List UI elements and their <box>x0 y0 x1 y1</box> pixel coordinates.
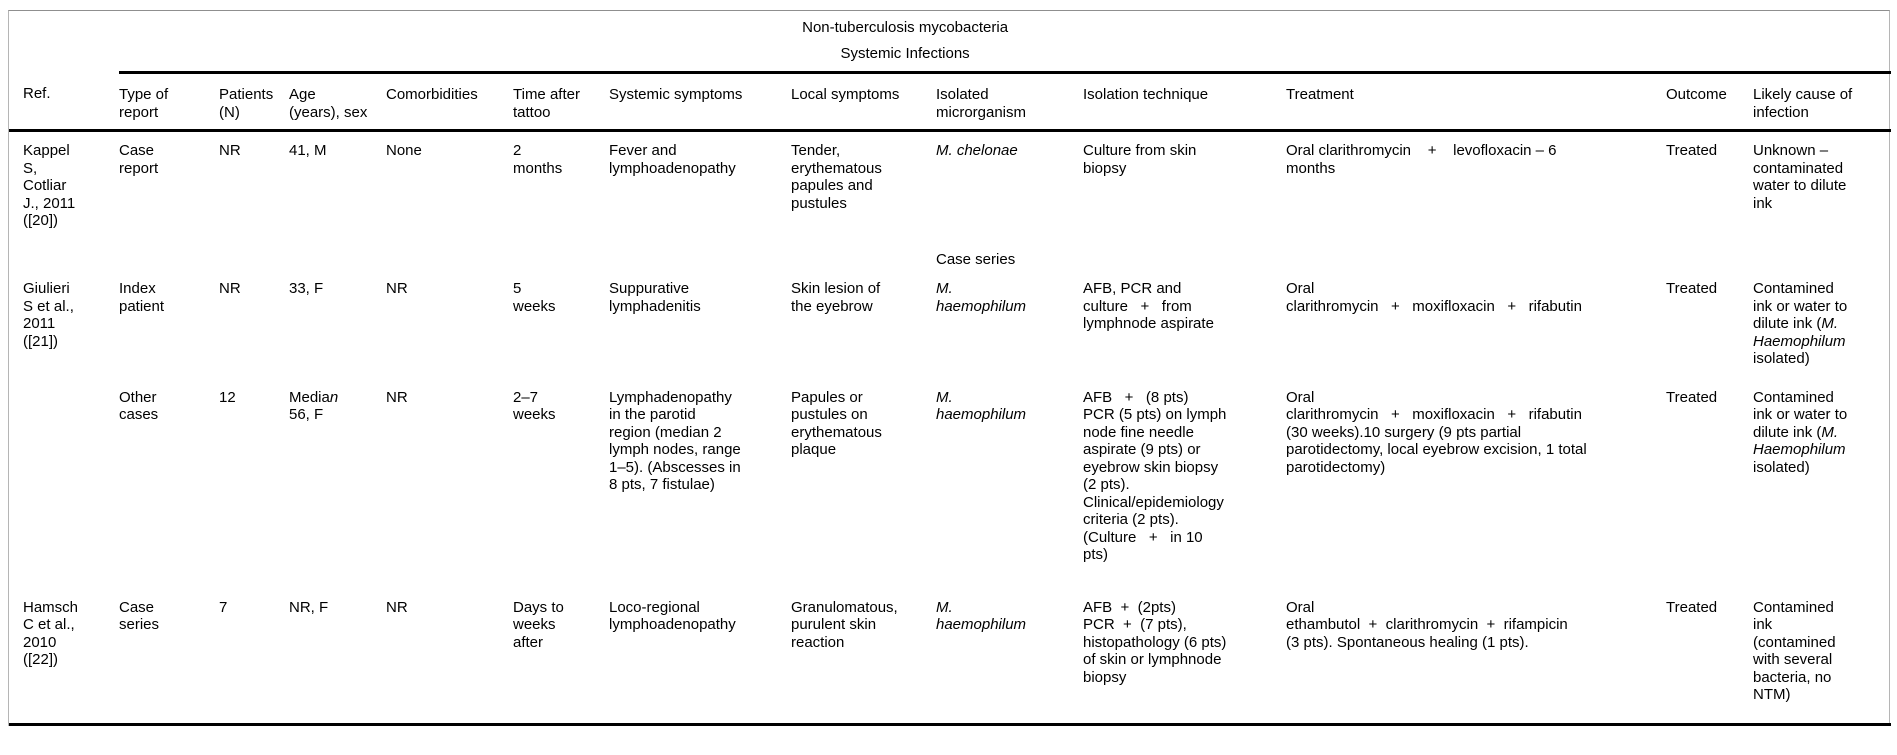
cell-comorbidities <box>386 241 513 271</box>
cell-time-after-tattoo: 2 months <box>513 142 563 177</box>
cell-time-after-tattoo: 2–7 weeks <box>513 388 556 424</box>
cell-local-symptoms: Papules or pustules on erythematous plaque <box>791 388 882 459</box>
cell-patients: NR <box>219 142 241 159</box>
row-case-series-label: Case series <box>9 241 1891 271</box>
cell-local-symptoms: Granulomatous, purulent skin reaction <box>791 588 936 726</box>
cell-comorbidities: NR <box>386 588 513 726</box>
cell-systemic-symptoms: Lymphadenopathy in the parotid region (med… <box>609 388 741 494</box>
cell-ref: Giulieri S et al., 2011 ([21]) <box>23 280 74 350</box>
col-header-time-after-tattoo: Time after tattoo <box>513 72 609 132</box>
cell-treatment: Oral clarithromycin + levofloxacin – 6 mo… <box>1286 142 1557 177</box>
group-header-subtitle: Systemic Infections <box>840 44 970 62</box>
cell-systemic-symptoms <box>609 241 791 271</box>
col-header-local-symptoms: Local symptoms <box>791 72 936 132</box>
cell-comorbidities: None <box>386 142 422 159</box>
cell-outcome: Treated <box>1666 280 1718 297</box>
paper-table-page: Non-tuberculosis mycobacteria Systemic I… <box>8 10 1892 726</box>
cell-likely-cause: Contamined ink or water to dilute ink (M. H… <box>1753 388 1848 476</box>
col-header-isolated-microrganism: Isolated microrganism <box>936 72 1083 132</box>
cell-treatment: Oral clarithromycin + moxifloxacin + rifa… <box>1286 280 1582 315</box>
cell-isolated-microrganism: M. haemophilum <box>936 280 1027 315</box>
cell-treatment: Oral clarithromycin + moxifloxacin + rifa… <box>1286 388 1587 476</box>
cell-outcome <box>1666 241 1753 271</box>
cell-outcome: Treated <box>1666 588 1753 726</box>
group-header-row: Non-tuberculosis mycobacteria Systemic I… <box>9 11 1892 74</box>
cell-comorbidities: NR <box>386 388 408 406</box>
col-header-comorbidities: Comorbidities <box>386 72 513 132</box>
cell-isolated-microrganism: M. haemophilum <box>936 588 1083 726</box>
cell-ref: Kappel S, Cotliar J., 2011 ([20]) <box>23 142 76 229</box>
cell-likely-cause: Contamined ink (contamined with several bact… <box>1753 588 1892 726</box>
cell-isolation-technique: AFB + (2pts) PCR + (7 pts), histopathology… <box>1083 588 1286 726</box>
cell-systemic-symptoms: Loco-regional lymphoadenopathy <box>609 588 791 726</box>
group-header-spacer <box>9 11 119 73</box>
cell-type-of-report: Other cases <box>119 388 159 424</box>
cell-outcome: Treated <box>1666 388 1718 406</box>
row-hamsch: Hamsch C et al., 2010 ([22]) Case series 7 NR, … <box>9 588 1892 726</box>
col-header-outcome: Outcome <box>1666 72 1753 132</box>
cell-time-after-tattoo: 5 weeks <box>513 280 556 315</box>
cell-ref: Hamsch C et al., 2010 ([22]) <box>9 588 119 726</box>
cell-patients: NR <box>219 280 241 297</box>
cell-age-sex: 33, F <box>289 280 324 297</box>
col-header-isolation-technique: Isolation technique <box>1083 72 1286 132</box>
row-kappel: Kappel S, Cotliar J., 2011 ([20]) Case report N… <box>9 131 1891 241</box>
cell-time-after-tattoo <box>513 241 609 271</box>
cell-treatment: Oral ethambutol + clarithromycin + rifamp… <box>1286 588 1666 726</box>
cell-isolated-microrganism: M. haemophilum <box>936 388 1027 424</box>
column-header-row: Ref. Type of report Patients (N) Age (years… <box>9 72 1892 132</box>
cell-ref <box>9 241 119 271</box>
cell-type-of-report: Case series <box>119 588 219 726</box>
cell-comorbidities: NR <box>386 280 408 297</box>
table-body: Kappel S, Cotliar J., 2011 ([20]) Case report N… <box>9 131 1892 726</box>
cell-likely-cause: Contamined ink or water to dilute ink (M. H… <box>1753 280 1848 367</box>
cell-type-of-report <box>119 241 219 271</box>
cell-outcome: Treated <box>1666 142 1718 159</box>
row-giulieri-index: Giulieri S et al., 2011 ([21]) Index patient N… <box>9 270 1891 379</box>
col-header-likely-cause: Likely cause of infection <box>1753 72 1892 132</box>
col-header-systemic-symptoms: Systemic symptoms <box>609 72 791 132</box>
cell-isolation-technique: Culture from skin biopsy <box>1083 142 1197 177</box>
cell-isolation-technique: AFB, PCR and culture + from lymphnode aspi… <box>1083 280 1214 332</box>
cell-type-of-report: Index patient <box>119 280 165 315</box>
cell-time-after-tattoo: Days to weeks after <box>513 588 609 726</box>
cell-isolated-microrganism: M. chelonae <box>936 142 1018 159</box>
cell-age-sex: 41, M <box>289 142 327 159</box>
cell-local-symptoms: Tender, erythematous papules and pustules <box>791 142 882 212</box>
cell-ref <box>9 379 119 589</box>
cell-isolated-microrganism: Case series <box>936 250 1016 268</box>
cell-systemic-symptoms: Fever and lymphoadenopathy <box>609 142 736 177</box>
ntm-systemic-infections-table: Non-tuberculosis mycobacteria Systemic I… <box>9 11 1892 726</box>
col-header-type-of-report: Type of report <box>119 72 219 132</box>
cell-likely-cause: Unknown – contaminated water to dilute ink <box>1753 142 1847 212</box>
cell-type-of-report: Case report <box>119 142 159 177</box>
col-header-ref: Ref. <box>9 72 119 132</box>
cell-isolation-technique: AFB + (8 pts) PCR (5 pts) on lymph node fi… <box>1083 388 1227 564</box>
cell-likely-cause <box>1753 241 1891 271</box>
cell-age-sex: Median 56, F <box>289 388 339 424</box>
cell-treatment <box>1286 241 1666 271</box>
col-header-treatment: Treatment <box>1286 72 1666 132</box>
cell-patients: 12 <box>219 388 236 406</box>
cell-age-sex: NR, F <box>289 588 386 726</box>
group-header-cell: Non-tuberculosis mycobacteria Systemic I… <box>119 11 1892 74</box>
col-header-patients: Patients (N) <box>219 72 289 132</box>
cell-systemic-symptoms: Suppurative lymphadenitis <box>609 280 701 315</box>
cell-age-sex <box>289 241 386 271</box>
cell-patients <box>219 241 289 271</box>
group-header-title: Non-tuberculosis mycobacteria <box>802 19 1009 36</box>
cell-local-symptoms <box>791 241 936 271</box>
col-header-age-sex: Age (years), sex <box>289 72 386 132</box>
cell-patients: 7 <box>219 588 289 726</box>
cell-local-symptoms: Skin lesion of the eyebrow <box>791 280 881 315</box>
cell-isolation-technique <box>1083 241 1286 271</box>
row-giulieri-other: Other cases 12 Median 56, F NR 2–7 weeks Lymphad… <box>9 379 1891 589</box>
